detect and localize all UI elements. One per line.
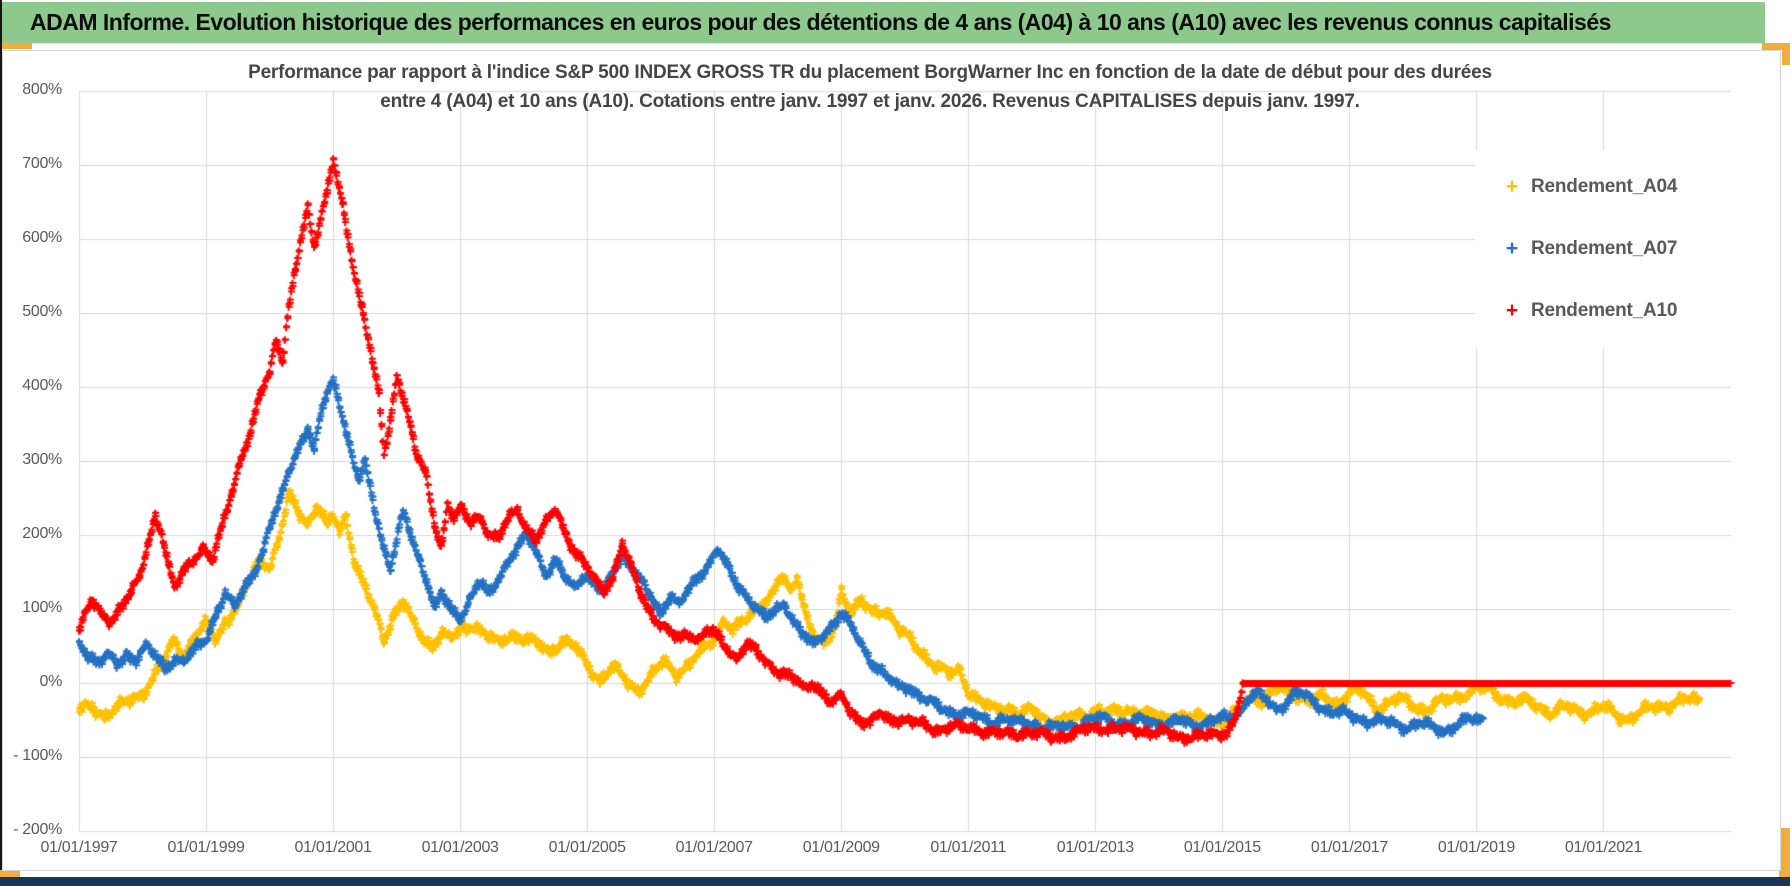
y-tick-label: - 200% bbox=[13, 821, 62, 838]
x-tick-label: 01/01/2009 bbox=[802, 839, 880, 856]
chart-title: Performance par rapport à l'indice S&P 5… bbox=[60, 58, 1680, 116]
x-tick-label: 01/01/2017 bbox=[1310, 839, 1388, 856]
y-tick-label: 200% bbox=[22, 525, 62, 542]
legend-label: Rendement_A10 bbox=[1531, 300, 1678, 321]
y-tick-label: 400% bbox=[22, 377, 62, 394]
x-tick-label: 01/01/2021 bbox=[1564, 839, 1643, 856]
chart-title-line1: Performance par rapport à l'indice S&P 5… bbox=[248, 62, 1492, 83]
x-tick-label: 01/01/2003 bbox=[421, 839, 499, 856]
bottom-bar bbox=[0, 877, 1790, 886]
legend-item-rendement_a10[interactable]: + Rendement_A10 bbox=[1475, 299, 1767, 323]
x-tick-label: 01/01/2015 bbox=[1183, 839, 1261, 856]
legend-marker-icon: + bbox=[1505, 175, 1519, 198]
legend-item-rendement_a04[interactable]: + Rendement_A04 bbox=[1475, 175, 1767, 199]
legend-marker-icon: + bbox=[1505, 299, 1519, 322]
chart-title-line2: entre 4 (A04) et 10 ans (A10). Cotations… bbox=[380, 91, 1360, 112]
y-tick-label: 300% bbox=[22, 451, 62, 468]
x-tick-label: 01/01/2007 bbox=[675, 839, 753, 856]
chart-legend: + Rendement_A04 + Rendement_A07 + Rendement_A… bbox=[1475, 150, 1767, 348]
y-tick-label: 0% bbox=[39, 673, 62, 690]
y-tick-label: - 100% bbox=[13, 747, 62, 764]
y-tick-label: 100% bbox=[22, 599, 62, 616]
y-tick-label: 500% bbox=[22, 303, 62, 320]
legend-marker-icon: + bbox=[1505, 237, 1519, 260]
legend-label: Rendement_A04 bbox=[1531, 176, 1678, 197]
x-tick-label: 01/01/1999 bbox=[167, 839, 245, 856]
x-tick-label: 01/01/2013 bbox=[1056, 839, 1134, 856]
y-tick-label: 700% bbox=[22, 155, 62, 172]
y-tick-label: 600% bbox=[22, 229, 62, 246]
legend-label: Rendement_A07 bbox=[1531, 238, 1678, 259]
y-tick-label: 800% bbox=[22, 81, 62, 98]
x-tick-label: 01/01/2019 bbox=[1437, 839, 1515, 856]
x-tick-label: 01/01/1997 bbox=[40, 839, 118, 856]
x-tick-label: 01/01/2011 bbox=[930, 839, 1007, 856]
x-tick-label: 01/01/2001 bbox=[294, 839, 372, 856]
legend-item-rendement_a07[interactable]: + Rendement_A07 bbox=[1475, 237, 1767, 261]
x-tick-label: 01/01/2005 bbox=[548, 839, 626, 856]
